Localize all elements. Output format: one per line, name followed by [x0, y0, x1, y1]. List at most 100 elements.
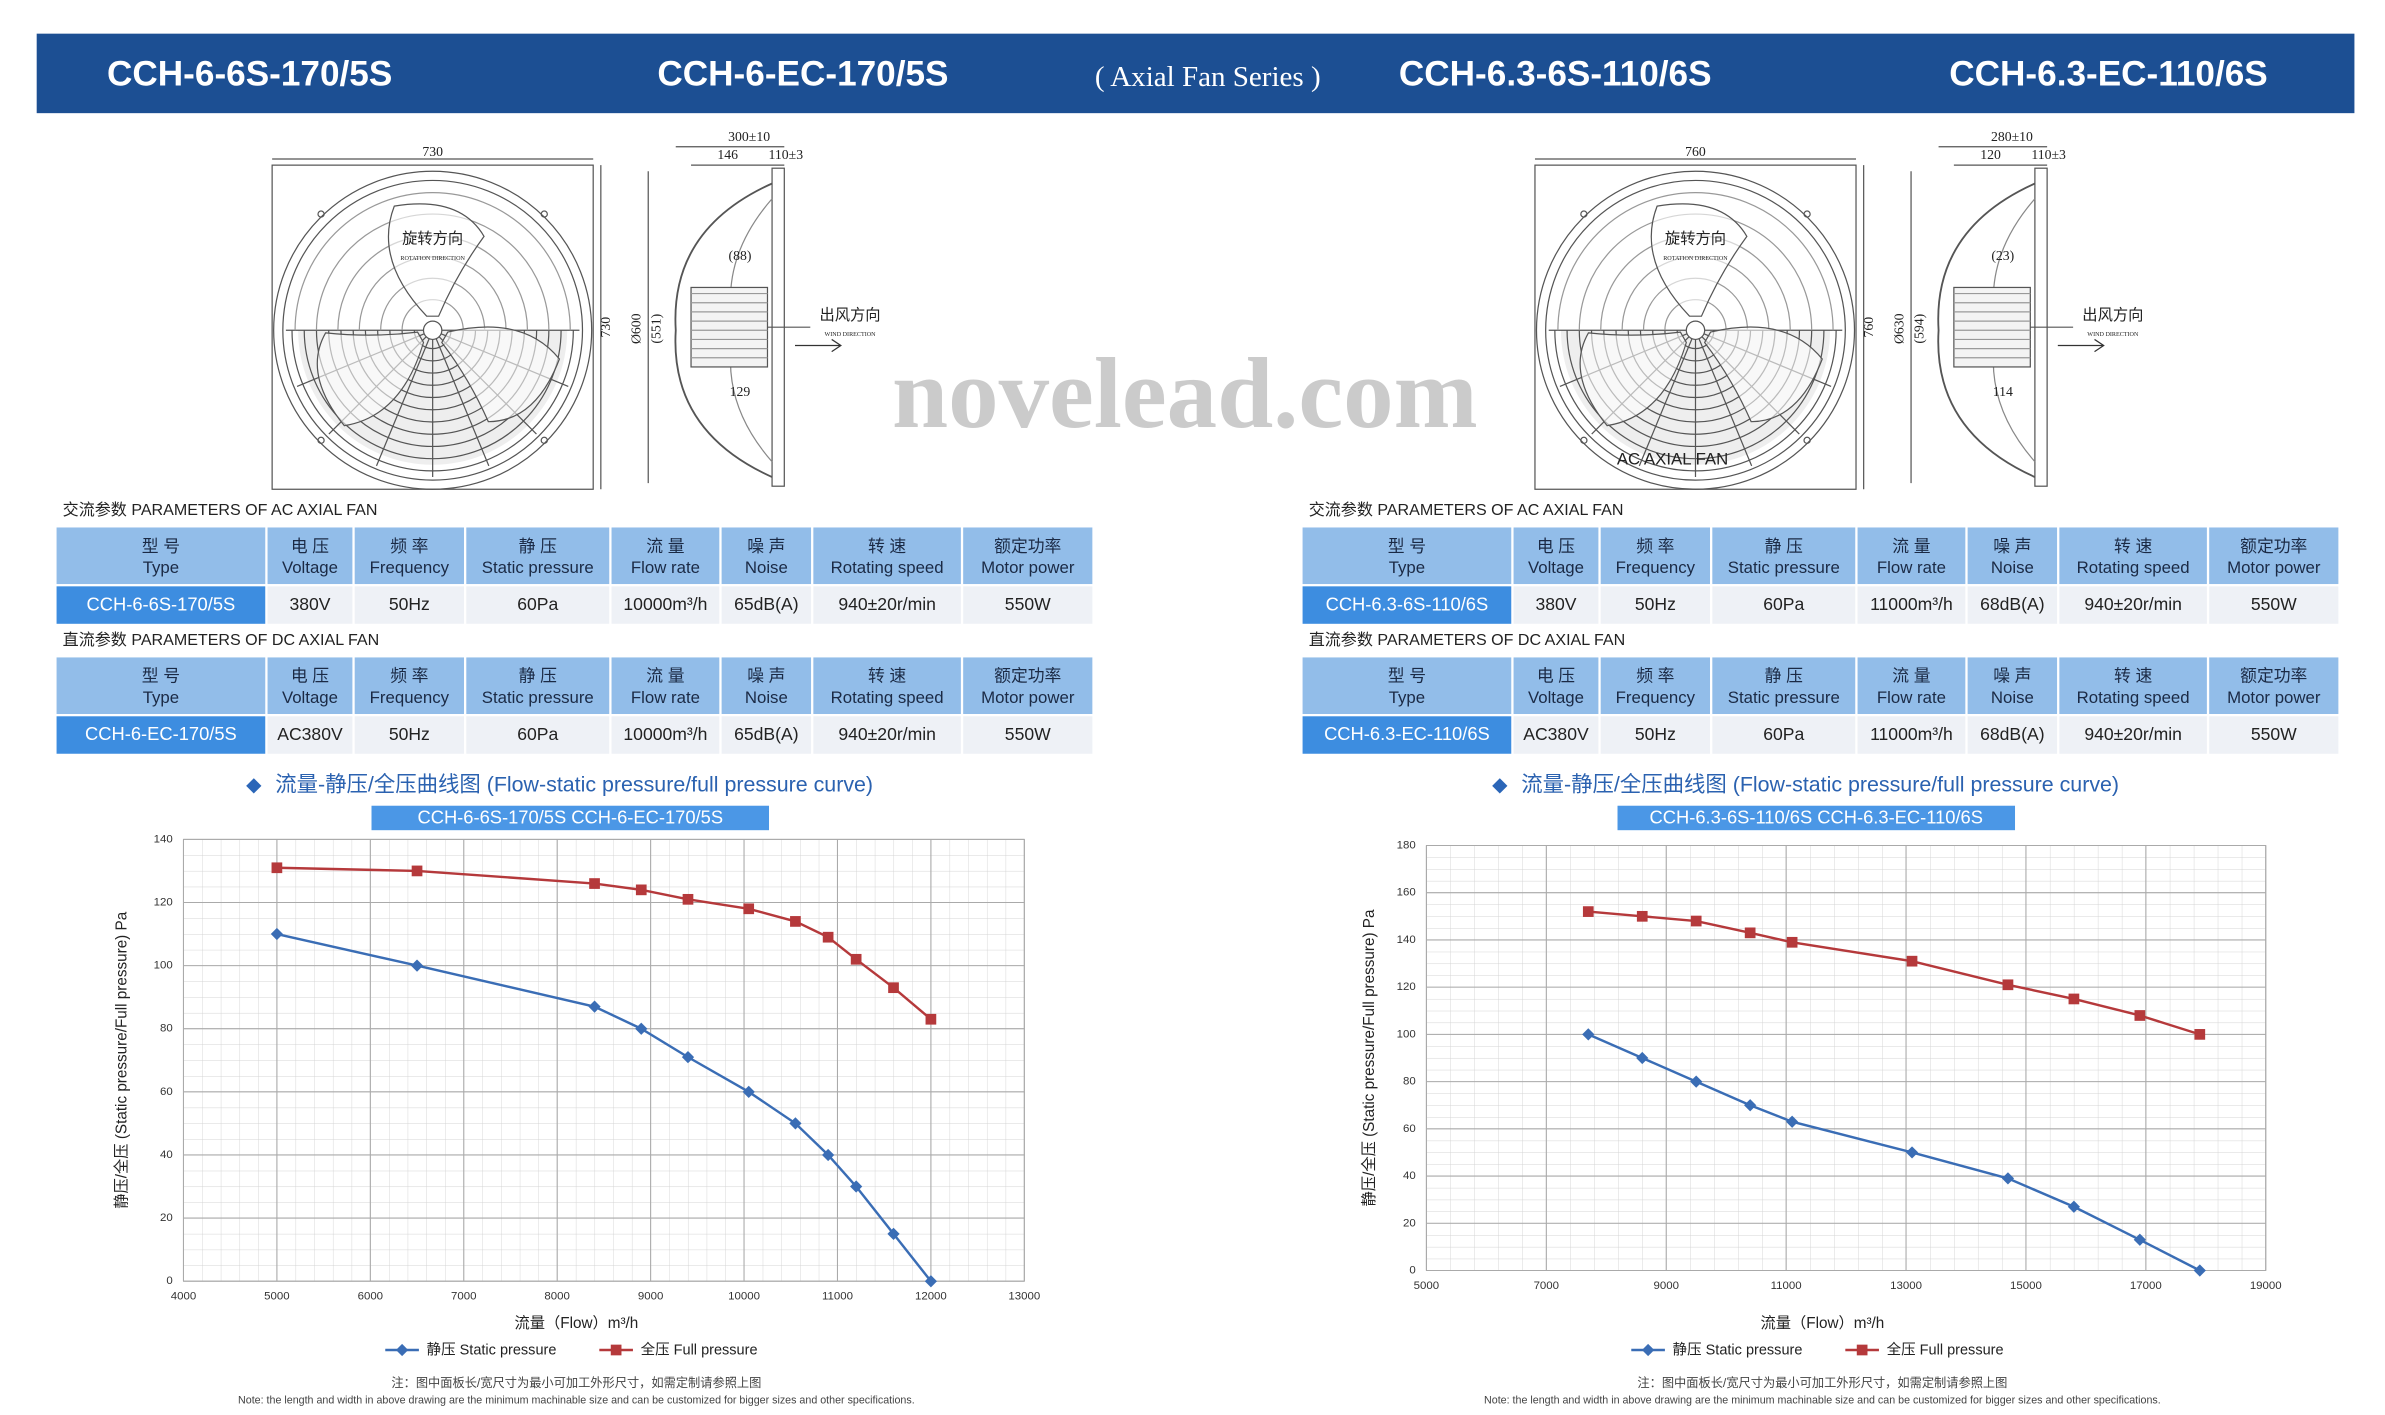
header-cn: 型 号 — [1388, 667, 1426, 686]
header-en: Motor power — [981, 688, 1075, 707]
header-cn: 转 速 — [868, 667, 906, 686]
header-cn: 型 号 — [142, 537, 180, 556]
dimension-label: 110±3 — [2031, 147, 2066, 162]
bullet — [1492, 778, 1508, 794]
header-cell — [466, 527, 610, 585]
header-cell — [267, 527, 353, 585]
marker — [2134, 1010, 2146, 1021]
arrow — [2057, 338, 2105, 353]
header-cell — [813, 527, 961, 585]
x-tick-label: 4000 — [171, 1291, 196, 1303]
x-tick-label: 15000 — [2010, 1280, 2042, 1292]
value-text: CCH-6-EC-170/5S — [85, 723, 237, 744]
x-tick-label: 7000 — [1534, 1280, 1559, 1292]
header-en: Static pressure — [482, 558, 594, 577]
header-cell — [1967, 657, 2058, 714]
y-tick-label: 0 — [166, 1275, 172, 1287]
legend-label: 全压 Full pressure — [1887, 1341, 2004, 1359]
marker — [411, 865, 423, 877]
dimension-label: 280±10 — [1991, 129, 2033, 144]
header-en: Voltage — [282, 558, 338, 577]
x-tick-label: 5000 — [1414, 1280, 1439, 1292]
value-text: 940±20r/min — [838, 724, 936, 744]
header-cn: 频 率 — [1636, 667, 1674, 686]
value-text: 380V — [1535, 594, 1576, 614]
blade — [1703, 326, 1823, 423]
header-cn: 噪 声 — [1993, 667, 2031, 686]
value-text: 10000m³/h — [623, 594, 707, 614]
value-cell — [354, 716, 465, 754]
marker — [271, 862, 283, 874]
header-cn: 型 号 — [142, 667, 180, 686]
header-cn: 额定功率 — [994, 667, 1061, 686]
marker — [850, 953, 862, 965]
watermark: novelead.com — [892, 337, 1478, 449]
dimension-label: Ø630 — [1892, 313, 1907, 344]
value-cell — [963, 586, 1093, 624]
value-cell — [2059, 586, 2207, 624]
guard-side — [674, 182, 773, 478]
value-cell — [1712, 716, 1856, 754]
fan-drawing: 730 730 Ø600 (551) 300±10 146 110±3 (88) 129 旋转方向… — [271, 129, 881, 490]
value-text: 10000m³/h — [623, 724, 707, 744]
header-cn: 静 压 — [519, 667, 557, 686]
table-label: 交流参数 PARAMETERS OF AC AXIAL FAN — [1309, 501, 1624, 519]
header-cn: 频 率 — [390, 537, 428, 556]
x-tick-label: 17000 — [2130, 1280, 2162, 1292]
header-cell — [2209, 527, 2339, 585]
marker — [924, 1275, 938, 1288]
value-cell — [1302, 586, 1512, 624]
header-cell — [354, 527, 465, 585]
header-en: Frequency — [370, 558, 450, 577]
dimension-label: 出风方向 — [819, 307, 880, 324]
header-en: Type — [1389, 558, 1425, 577]
curve-models: CCH-6-6S-170/5S CCH-6-EC-170/5S — [417, 807, 723, 828]
value-text: 50Hz — [389, 724, 430, 744]
header-cell — [1513, 527, 1599, 585]
curve-title: 流量-静压/全压曲线图 (Flow-static pressure/full p… — [1521, 773, 2119, 797]
guard-spoke — [1694, 330, 1753, 467]
value-cell — [721, 716, 812, 754]
header-model: CCH-6.3-EC-110/6S — [1949, 55, 2267, 94]
header-cell — [1302, 657, 1512, 714]
y-tick-label: 60 — [160, 1086, 173, 1098]
motor — [690, 286, 769, 368]
header-cell — [1857, 657, 1966, 714]
marker — [2068, 993, 2080, 1005]
dimension-label: Ø600 — [629, 313, 644, 344]
value-text: 550W — [2251, 724, 2297, 744]
value-cell — [1513, 586, 1599, 624]
header-en: Rotating speed — [2077, 558, 2190, 577]
value-text: AC380V — [277, 724, 343, 744]
y-tick-label: 40 — [1403, 1170, 1416, 1182]
dimension-label: 730 — [598, 317, 613, 338]
value-cell — [1302, 716, 1512, 754]
header-en: Rotating speed — [831, 688, 944, 707]
marker — [1582, 906, 1594, 917]
guard-upper — [1557, 192, 1834, 331]
y-tick-label: 100 — [154, 960, 173, 972]
value-text: 68dB(A) — [1980, 594, 2045, 614]
dimension-label: 旋转方向 — [402, 231, 463, 248]
header-en: Noise — [1991, 558, 2034, 577]
header-cn: 转 速 — [2114, 537, 2152, 556]
header-cn: 转 速 — [868, 537, 906, 556]
marker — [2194, 1029, 2206, 1040]
header-en: Static pressure — [1728, 688, 1840, 707]
y-tick-label: 20 — [1403, 1217, 1416, 1229]
value-text: 11000m³/h — [1870, 594, 1953, 614]
header-en: Static pressure — [1728, 558, 1840, 577]
guard-side — [1937, 182, 2036, 478]
note-en: Note: the length and width in above draw… — [1484, 1394, 2161, 1406]
value-text: CCH-6.3-EC-110/6S — [1324, 723, 1490, 744]
bullet — [246, 778, 262, 794]
hub — [1685, 320, 1706, 341]
marker — [2002, 979, 2014, 991]
value-text: 550W — [1005, 724, 1051, 744]
ring — [1545, 179, 1846, 481]
marker — [790, 916, 801, 927]
header-en: Rotating speed — [2077, 688, 2190, 707]
x-tick-label: 12000 — [915, 1291, 947, 1303]
value-cell — [1712, 586, 1856, 624]
header-bar — [36, 33, 2355, 114]
